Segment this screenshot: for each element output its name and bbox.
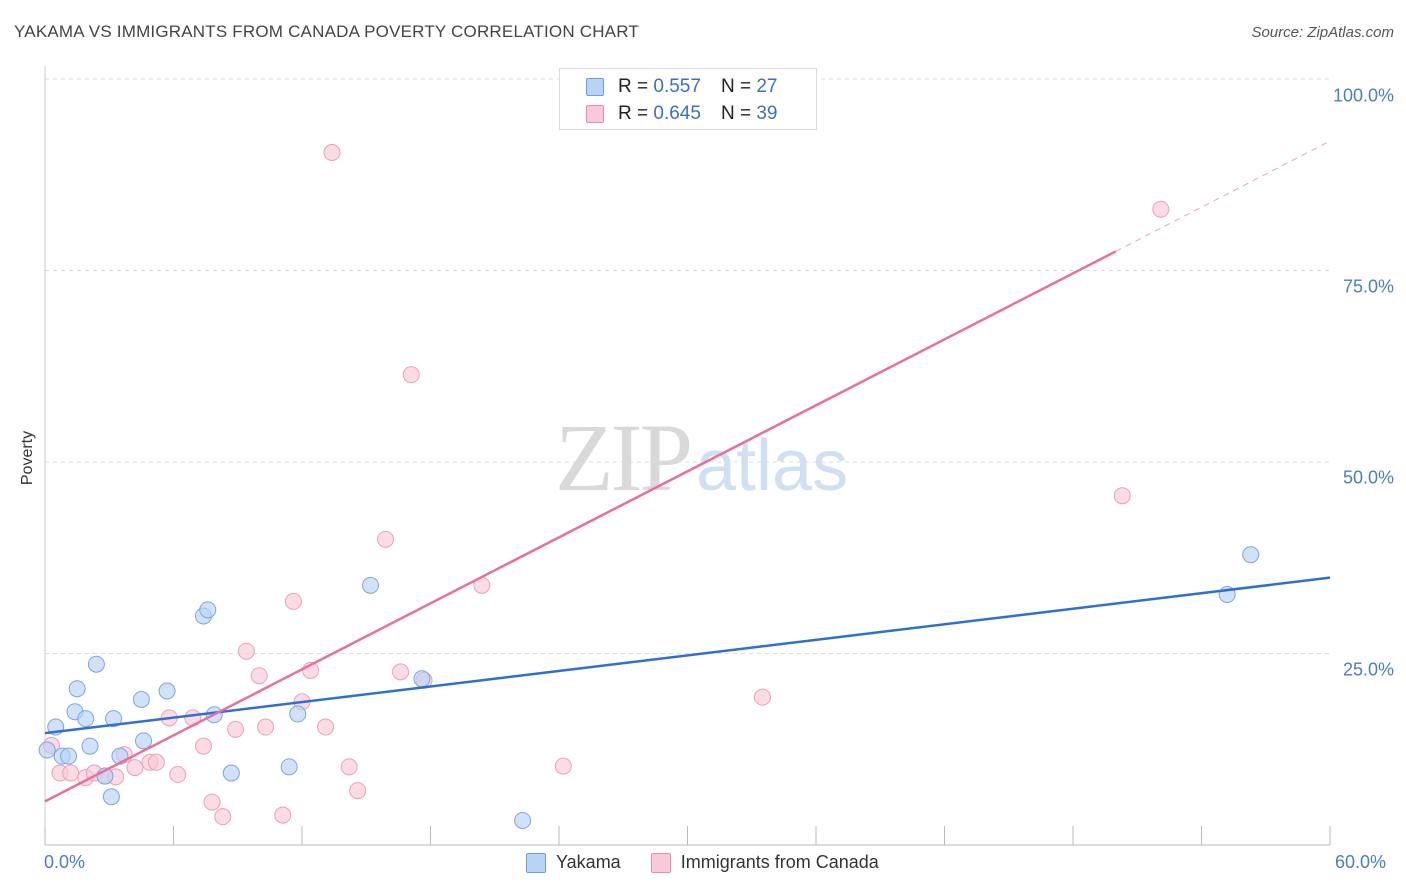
yakama-point: [87, 655, 105, 673]
y-tick-label: 75.0%: [1342, 276, 1394, 297]
yakama-point: [199, 601, 217, 619]
canada-point: [203, 793, 221, 811]
legend-n-value: 39: [756, 103, 778, 124]
watermark: ZIPatlas: [555, 402, 848, 513]
canada-point: [274, 806, 292, 824]
canada-point: [554, 757, 572, 775]
series-swatch-pink: [650, 852, 671, 873]
canada-point: [377, 530, 395, 548]
canada-point: [62, 764, 80, 782]
canada-point: [317, 718, 335, 736]
yakama-point: [132, 690, 150, 708]
canada-point: [194, 737, 212, 755]
x-tick-label: 0.0%: [44, 852, 86, 872]
series-legend-yakama: Yakama: [526, 852, 621, 873]
canada-point: [214, 808, 232, 826]
legend-row-yakama: R = 0.557 N = 27: [586, 76, 777, 98]
canada-point: [1152, 200, 1170, 218]
canada-point: [284, 592, 302, 610]
canada-point: [1113, 487, 1131, 505]
yakama-point: [1242, 546, 1260, 564]
watermark-atlas: atlas: [696, 426, 849, 506]
canada-point: [349, 782, 367, 800]
legend-n-value: 27: [756, 76, 778, 97]
legend-r-value: 0.645: [653, 103, 701, 124]
legend-n-label: N =: [720, 76, 752, 97]
legend-swatch-pink: [586, 105, 604, 123]
canada-point: [323, 144, 341, 162]
legend-swatch-blue: [586, 78, 604, 96]
series-legend-canada: Immigrants from Canada: [650, 852, 879, 873]
canada-point: [402, 366, 420, 384]
yakama-point: [38, 741, 56, 759]
y-tick-label: 25.0%: [1342, 659, 1394, 680]
yakama-point: [413, 670, 431, 688]
canada-point: [340, 758, 358, 776]
canada-point: [753, 688, 771, 706]
canada-trend-extension: [1115, 140, 1331, 252]
x-tick-label: 60.0%: [1335, 852, 1387, 872]
canada-point: [250, 667, 268, 685]
yakama-trend-line: [44, 576, 1331, 735]
series-name: Yakama: [556, 852, 621, 872]
series-name: Immigrants from Canada: [680, 852, 879, 872]
legend-r-label: R =: [618, 76, 649, 97]
chart-title: YAKAMA VS IMMIGRANTS FROM CANADA POVERTY…: [14, 22, 639, 41]
y-axis-label: Poverty: [19, 430, 36, 486]
canada-point: [227, 720, 245, 738]
series-swatch-blue: [526, 852, 546, 873]
canada-point: [169, 766, 187, 784]
yakama-point: [135, 732, 153, 750]
yakama-point: [81, 737, 99, 755]
canada-point: [147, 753, 165, 771]
yakama-point: [362, 576, 380, 594]
legend-n-label: N =: [720, 103, 752, 124]
canada-point: [257, 718, 275, 736]
series-legend: Yakama Immigrants from Canada: [526, 852, 909, 873]
yakama-point: [102, 788, 120, 806]
canada-point: [126, 759, 144, 777]
legend-r-value: 0.557: [653, 76, 701, 97]
yakama-point: [60, 747, 78, 765]
canada-point: [392, 663, 410, 681]
yakama-point: [222, 764, 240, 782]
yakama-point: [289, 705, 307, 723]
legend: R = 0.557 N = 27 R = 0.645 N = 39: [559, 68, 817, 130]
yakama-point: [158, 682, 176, 700]
yakama-point: [77, 710, 95, 728]
yakama-point: [68, 680, 86, 698]
yakama-point: [514, 811, 532, 829]
canada-point: [237, 642, 255, 660]
yakama-point: [280, 758, 298, 776]
y-tick-label: 100.0%: [1332, 85, 1394, 106]
legend-row-canada: R = 0.645 N = 39: [586, 103, 777, 125]
yakama-point: [105, 710, 123, 728]
source-credit: Source: ZipAtlas.com: [1251, 24, 1394, 41]
legend-r-label: R =: [618, 103, 649, 124]
y-tick-label: 50.0%: [1342, 467, 1394, 488]
watermark-zip: ZIP: [555, 404, 693, 511]
canada-trend-line: [44, 250, 1117, 803]
